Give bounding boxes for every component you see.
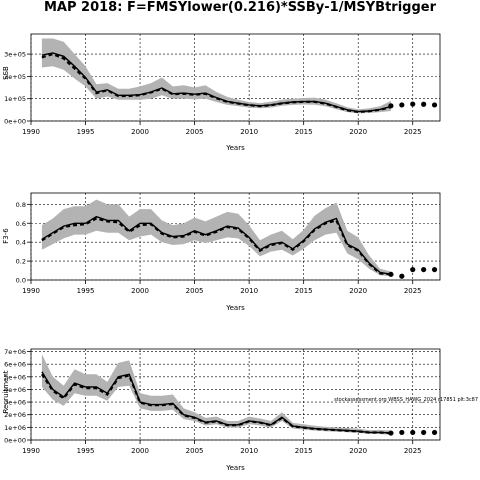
y-tick-label: 1e+05 xyxy=(4,95,26,103)
projection-point xyxy=(431,266,438,273)
x-tick-label: 2015 xyxy=(295,128,313,136)
series-mean-line xyxy=(41,217,391,276)
figure-title: MAP 2018: F=FMSYlower(0.216)*SSBy-1/MSYB… xyxy=(43,0,436,15)
x-tick-label: 2025 xyxy=(404,287,422,295)
y-tick-label: 0e+00 xyxy=(4,118,26,126)
x-tick-label: 1995 xyxy=(77,447,95,455)
x-axis-title: Years xyxy=(225,144,245,152)
y-tick-label: 0.2 xyxy=(16,258,26,266)
plot-frame xyxy=(30,33,441,122)
projection-point xyxy=(399,102,405,108)
panel-2: 1990 1995 2000 2005 2010 2015 2020 2025 0.0 0.2 0.… xyxy=(2,192,441,312)
y-tick-label: 3e+06 xyxy=(4,399,26,407)
y-tick-label: 0.0 xyxy=(16,277,26,285)
x-tick-label: 2015 xyxy=(295,447,313,455)
x-tick-label: 1990 xyxy=(22,447,40,455)
x-tick-label: 1990 xyxy=(22,128,40,136)
y-tick-label: 0.4 xyxy=(16,239,26,247)
y-tick-label: 6e+06 xyxy=(4,361,26,369)
x-tick-label: 2020 xyxy=(349,128,367,136)
projection-point xyxy=(410,429,416,436)
x-tick-label: 2000 xyxy=(131,447,149,455)
x-tick-label: 2025 xyxy=(404,447,422,455)
y-tick-label: 0.8 xyxy=(16,201,26,209)
projection-point xyxy=(421,266,427,273)
series-mean-line xyxy=(40,373,391,435)
x-axis-title: Years xyxy=(225,304,245,312)
x-tick-label: 2000 xyxy=(131,128,149,136)
projection-point xyxy=(388,103,394,109)
x-tick-label: 2005 xyxy=(186,128,204,136)
x-tick-label: 2005 xyxy=(186,447,204,455)
projection-point xyxy=(421,429,427,436)
series-median-line xyxy=(41,52,392,113)
plot-frame xyxy=(30,348,441,441)
y-tick-label: 4e+06 xyxy=(4,386,26,394)
x-tick-label: 2025 xyxy=(404,128,422,136)
panel-1: 1990 1995 2000 2005 2010 2015 2020 2025 0e+00 1e+… xyxy=(2,33,441,152)
x-tick-label: 2010 xyxy=(240,287,258,295)
y-tick-label: 0.6 xyxy=(16,220,26,228)
projection-point xyxy=(410,266,416,273)
x-tick-label: 2015 xyxy=(295,287,313,295)
y-tick-label: 2e+05 xyxy=(4,73,26,81)
x-tick-label: 2020 xyxy=(349,287,367,295)
x-axis-title: Years xyxy=(225,464,245,472)
plot-annotation: stockassessment.org WBSS_HAWG_2024 r1785… xyxy=(334,397,478,403)
y-axis-title: Recruitment xyxy=(2,370,10,413)
y-tick-label: 2e+06 xyxy=(4,411,26,419)
projection-point xyxy=(399,429,405,436)
panel-3: 1990 1995 2000 2005 2010 2015 2020 2025 0e+00 1e+… xyxy=(2,348,478,472)
y-tick-label: 1e+06 xyxy=(4,424,26,432)
y-axis-title: SSB xyxy=(2,66,10,80)
x-tick-label: 1995 xyxy=(77,128,95,136)
confidence-band xyxy=(41,38,391,114)
x-tick-label: 2000 xyxy=(131,287,149,295)
projection-point xyxy=(388,430,394,436)
x-tick-label: 2010 xyxy=(240,128,258,136)
x-tick-label: 2005 xyxy=(186,287,204,295)
y-tick-label: 7e+06 xyxy=(4,348,26,356)
plot-frame xyxy=(30,192,441,281)
y-tick-label: 0e+00 xyxy=(4,437,26,445)
y-tick-label: 5e+06 xyxy=(4,373,26,381)
projection-point xyxy=(410,101,416,107)
confidence-band xyxy=(41,354,391,435)
x-tick-label: 2010 xyxy=(240,447,258,455)
confidence-band xyxy=(41,199,391,277)
projection-point xyxy=(399,273,405,279)
projection-point xyxy=(431,429,438,436)
projection-point xyxy=(421,101,427,107)
projection-point xyxy=(388,271,394,277)
y-axis-title: F3-6 xyxy=(2,228,10,244)
x-tick-label: 1990 xyxy=(22,287,40,295)
y-tick-label: 3e+05 xyxy=(4,51,26,59)
x-tick-label: 2020 xyxy=(349,447,367,455)
projection-point xyxy=(431,102,438,108)
x-tick-label: 1995 xyxy=(77,287,95,295)
